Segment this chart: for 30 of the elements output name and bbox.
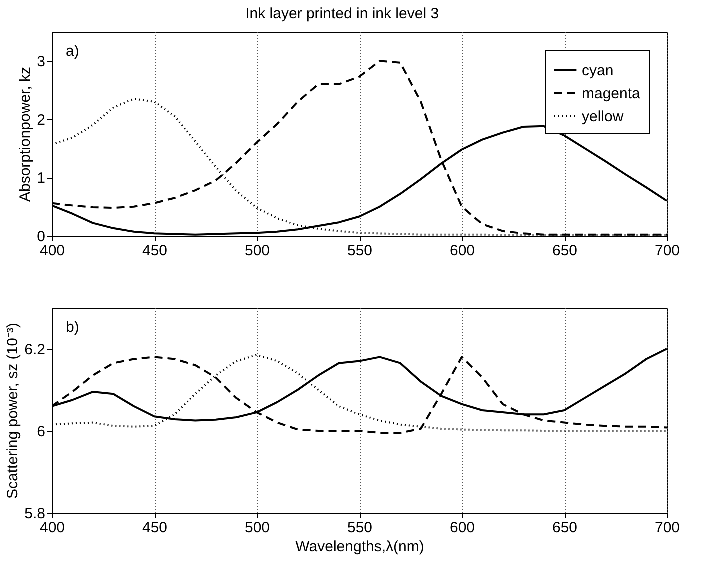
legend-label: cyan <box>582 62 614 80</box>
x-tick-label: 600 <box>450 242 476 260</box>
chart-title: Ink layer printed in ink level 3 <box>246 6 440 22</box>
x-tick-label: 500 <box>244 520 270 536</box>
legend-label: magenta <box>582 86 642 102</box>
y-tick-label: 0 <box>37 228 46 246</box>
x-tick-label: 500 <box>244 242 270 260</box>
y-tick-label: 6.2 <box>24 342 46 358</box>
y-axis-title: Scattering power, sz (10⁻³) <box>4 323 22 499</box>
annotation: b) <box>66 319 80 336</box>
x-tick-label: 650 <box>552 520 578 536</box>
x-tick-label: 400 <box>40 520 66 536</box>
y-tick-label: 6 <box>37 424 46 440</box>
y-tick-label: 2 <box>37 112 46 129</box>
x-tick-label: 550 <box>347 242 373 260</box>
x-tick-label: 700 <box>654 242 680 260</box>
x-tick-label: 550 <box>347 520 373 536</box>
annotation: a) <box>66 43 80 60</box>
y-tick-label: 1 <box>37 170 46 188</box>
x-tick-label: 700 <box>654 520 680 536</box>
legend-label: yellow <box>582 108 624 126</box>
x-axis-title: Wavelengths,λ(nm) <box>296 538 424 556</box>
x-tick-label: 400 <box>40 242 66 260</box>
x-tick-label: 450 <box>142 242 168 260</box>
x-tick-label: 600 <box>450 520 476 536</box>
y-tick-label: 5.8 <box>24 506 46 522</box>
y-tick-label: 3 <box>37 54 46 71</box>
x-tick-label: 450 <box>142 520 168 536</box>
x-tick-label: 650 <box>552 242 578 260</box>
y-axis-title: Absorptionpower, kz <box>17 66 34 202</box>
